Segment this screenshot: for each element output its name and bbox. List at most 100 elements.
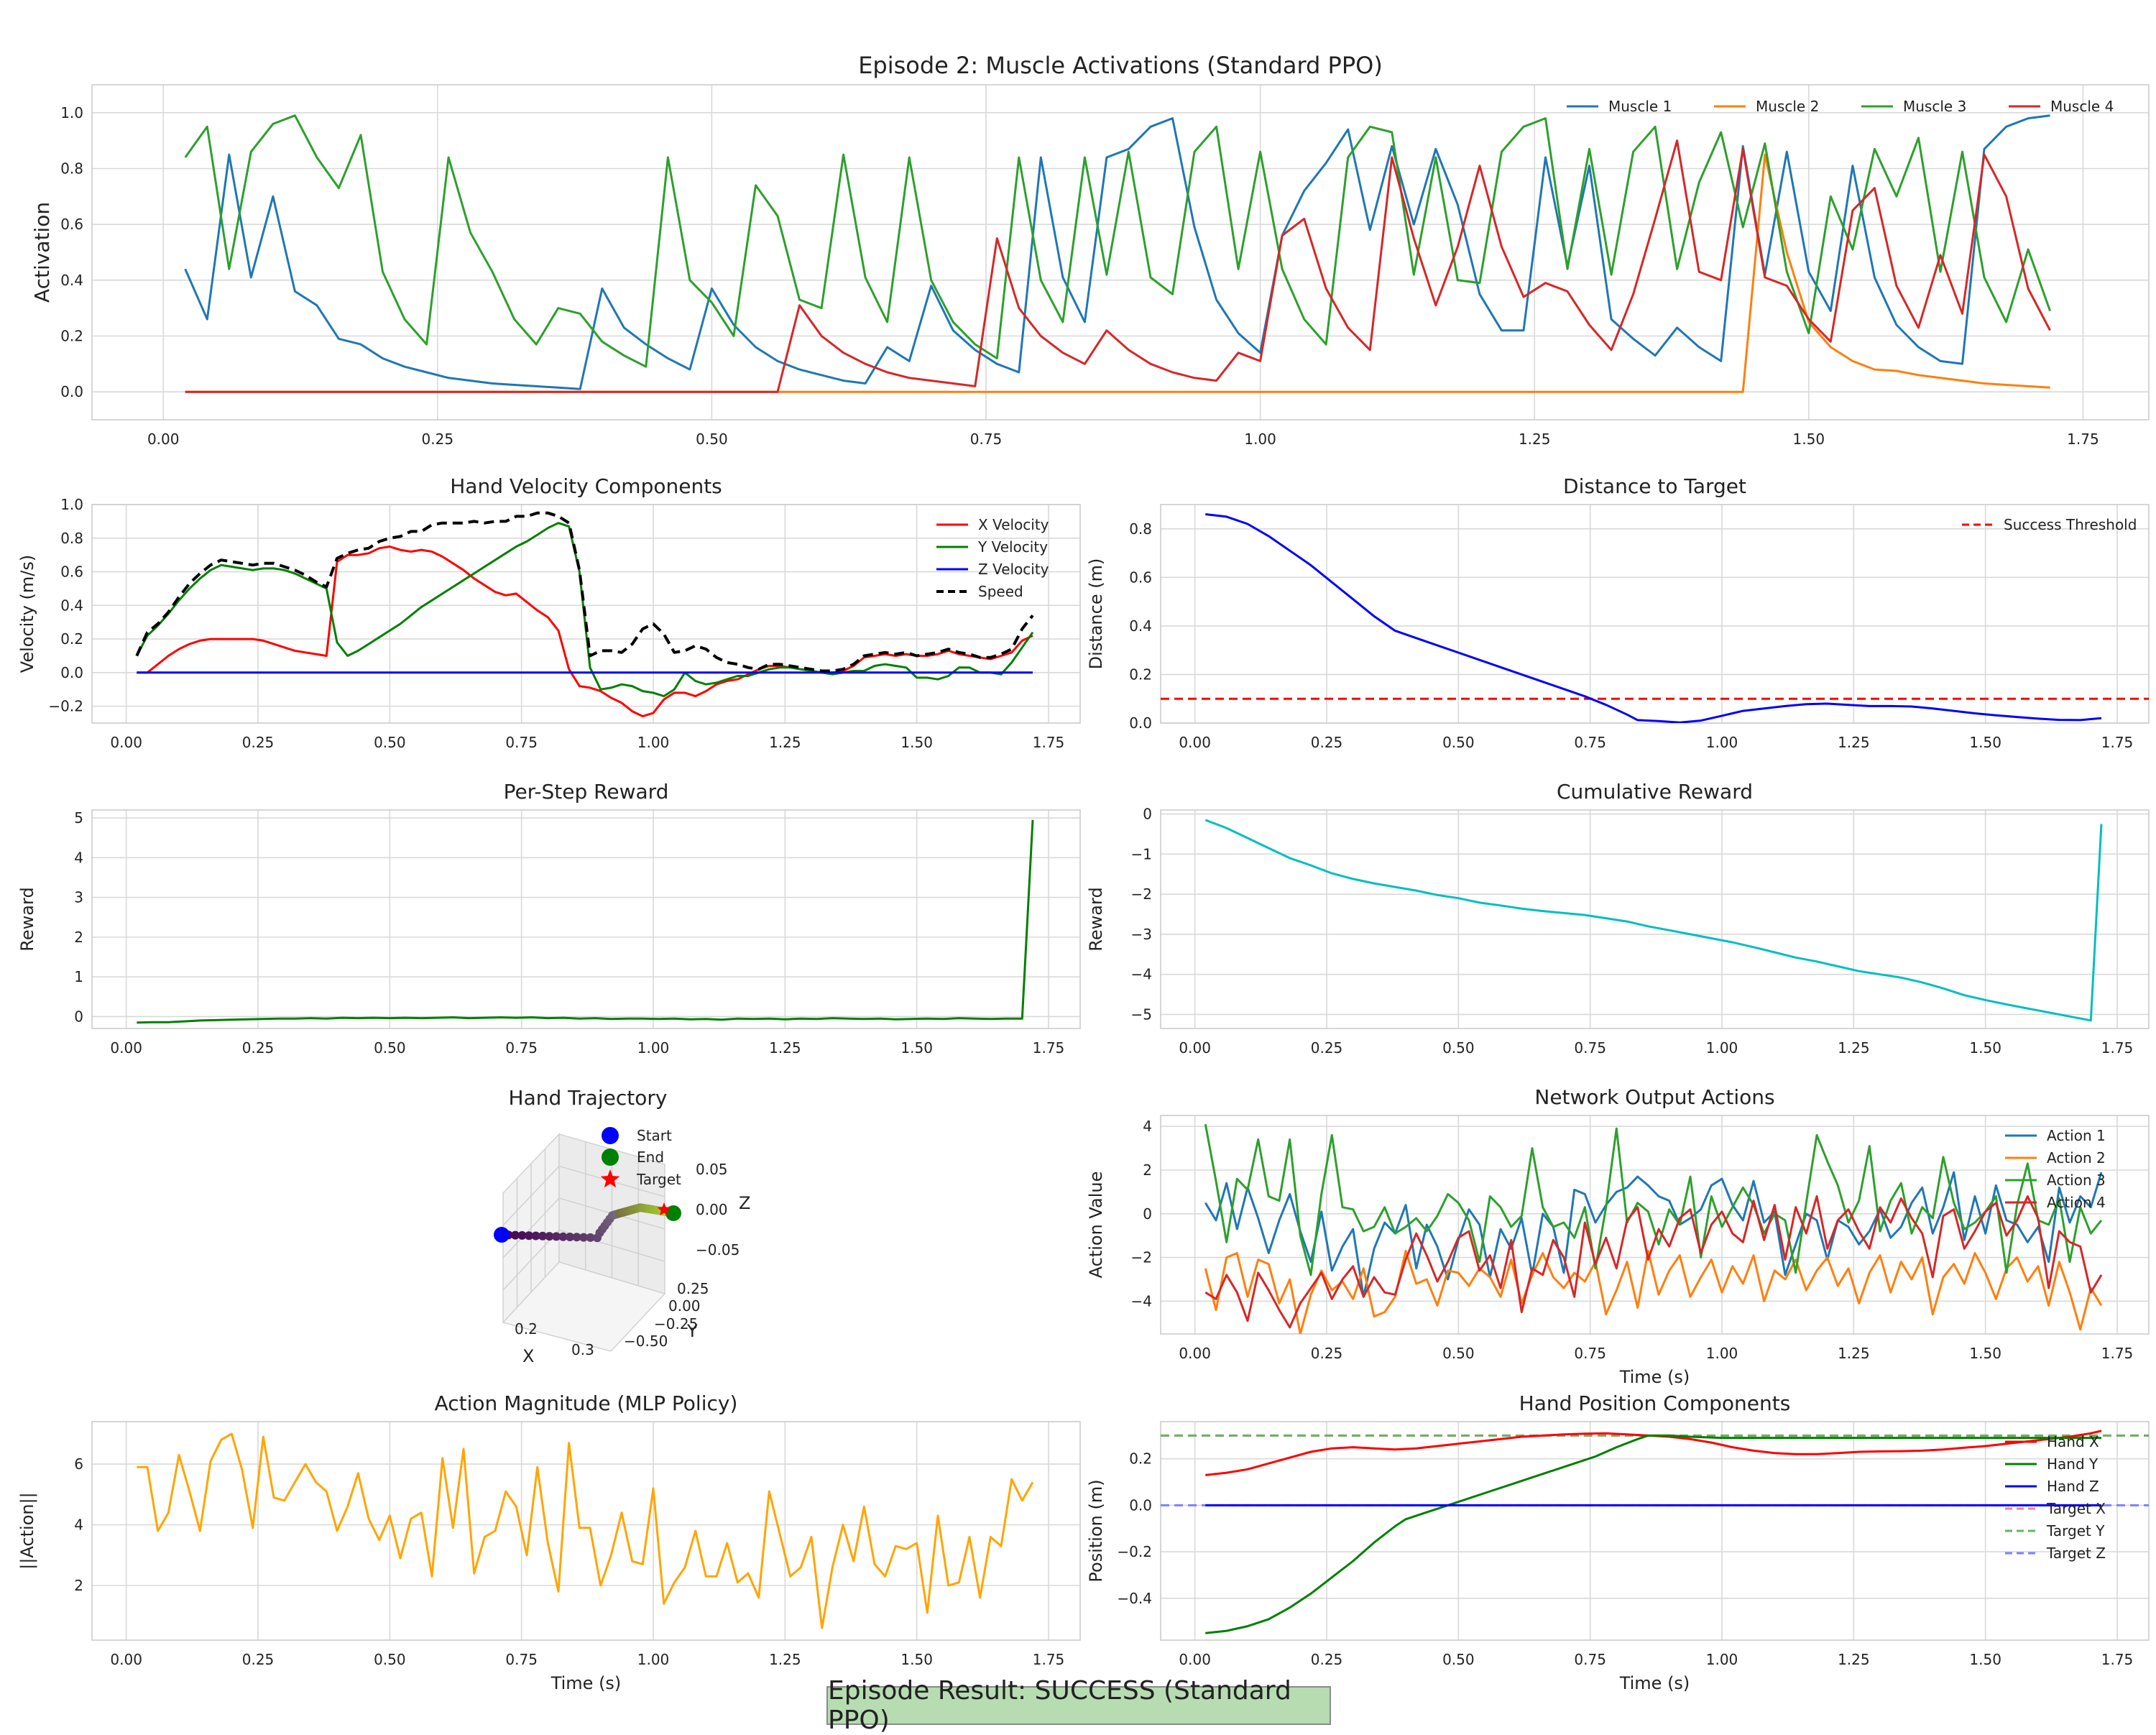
cumreward-ytick-label: −5	[1131, 1005, 1152, 1023]
distance-xtick-label: 1.00	[1706, 734, 1738, 751]
position-xlabel: Time (s)	[1619, 1673, 1690, 1693]
trajectory-ztick-label: 0.05	[696, 1161, 728, 1178]
position-ytick-label: −0.4	[1117, 1590, 1152, 1607]
cumreward-panel: 0.00 0.25 0.50 0.75 1.00 1.25 1.50 1.75 0 −1 −2 −3 −…	[1086, 780, 2150, 1057]
velocity-ylabel: Velocity (m/s)	[17, 555, 37, 673]
actions-xtick-label: 1.75	[2101, 1345, 2134, 1362]
velocity-ytick-label: 1.0	[60, 496, 83, 513]
actions-xtick-label: 0.75	[1574, 1345, 1606, 1362]
actions-xlabel: Time (s)	[1619, 1367, 1690, 1387]
velocity-ytick-label: −0.2	[48, 698, 83, 715]
velocity-legend: X Velocity Y Velocity Z Velocity Speed	[936, 516, 1049, 600]
distance-ytick-label: 0.0	[1129, 714, 1152, 732]
cumreward-xtick-label: 1.00	[1706, 1039, 1738, 1057]
trajectory-point	[517, 1230, 527, 1240]
reward-xtick-label: 0.75	[505, 1039, 538, 1057]
cumreward-grid	[1161, 810, 2149, 1028]
velocity-ytick-label: 0.0	[60, 664, 83, 681]
reward-plot-area	[137, 819, 1034, 1024]
legend-label: Hand Z	[2047, 1478, 2099, 1495]
legend-label: Muscle 1	[1608, 98, 1672, 115]
magnitude-xtick-label: 0.75	[505, 1651, 538, 1668]
velocity-ytick-label: 0.2	[60, 630, 83, 648]
series-line-action-3	[1204, 1123, 2103, 1276]
start-marker	[494, 1227, 510, 1243]
trajectory-pane-floor	[502, 1261, 666, 1352]
trajectory-point	[586, 1233, 595, 1242]
muscle-panel: 0.00 0.25 0.50 0.75 1.00 1.25 1.50 1.75 0.0 0.2 0.…	[30, 52, 2150, 448]
position-xtick-label: 0.75	[1574, 1651, 1606, 1668]
muscle-xtick-label: 1.50	[1793, 431, 1825, 448]
position-xtick-label: 1.25	[1838, 1651, 1870, 1668]
reward-xtick-label: 1.25	[769, 1039, 801, 1057]
episode-result-box: Episode Result: SUCCESS (Standard PPO)	[826, 1676, 1331, 1735]
trajectory-xlabel: X	[522, 1346, 534, 1366]
series-line-speed	[135, 511, 1034, 673]
legend-label: Hand X	[2047, 1433, 2099, 1450]
end-marker	[665, 1205, 681, 1221]
position-frame	[1160, 1421, 2150, 1641]
distance-ytick-label: 0.2	[1129, 666, 1152, 683]
position-xtick-label: 1.00	[1706, 1651, 1738, 1668]
trajectory-point	[511, 1230, 520, 1240]
trajectory-point	[538, 1231, 547, 1241]
muscle-plot-area	[184, 114, 2052, 393]
position-plot-area	[1161, 1430, 2149, 1634]
distance-ytick-label: 0.4	[1129, 617, 1152, 635]
reward-xtick-label: 1.75	[1033, 1039, 1065, 1057]
actions-ylabel: Action Value	[1086, 1172, 1106, 1279]
series-line-magnitude	[137, 1432, 1034, 1629]
actions-xtick-label: 1.25	[1838, 1345, 1870, 1362]
cumreward-ytick-label: −4	[1131, 966, 1152, 983]
reward-title: Per-Step Reward	[504, 780, 669, 804]
series-line-hand-y	[1205, 1434, 2101, 1634]
actions-ytick-label: 0	[1143, 1205, 1152, 1223]
magnitude-ytick-label: 4	[74, 1517, 83, 1534]
distance-xtick-label: 0.75	[1574, 734, 1606, 751]
reward-ytick-label: 1	[74, 968, 83, 985]
velocity-xtick-label: 1.50	[900, 734, 933, 751]
legend-star-icon	[600, 1169, 620, 1188]
reward-ytick-label: 4	[74, 849, 83, 866]
cumreward-xtick-label: 0.50	[1442, 1039, 1475, 1057]
distance-xtick-label: 0.25	[1311, 734, 1343, 751]
reward-xtick-label: 0.00	[110, 1039, 142, 1057]
series-line-muscle-2	[185, 153, 2050, 393]
trajectory-point	[579, 1233, 588, 1242]
legend-label: Target X	[2046, 1500, 2106, 1517]
reward-ytick-label: 5	[74, 809, 83, 827]
trajectory-ztick-label: 0.00	[696, 1201, 728, 1218]
cumreward-ytick-label: −2	[1131, 885, 1152, 903]
trajectory-title: Hand Trajectory	[509, 1086, 668, 1110]
distance-title: Distance to Target	[1563, 474, 1746, 498]
magnitude-plot-area	[137, 1432, 1034, 1629]
velocity-ytick-label: 0.4	[60, 597, 83, 614]
muscle-ytick-label: 0.6	[60, 216, 83, 233]
legend-label: Action 4	[2047, 1194, 2106, 1211]
muscle-xtick-label: 0.25	[422, 431, 454, 448]
trajectory-legend: Start End Target	[600, 1127, 681, 1188]
actions-xtick-label: 0.00	[1179, 1345, 1211, 1362]
actions-xtick-label: 1.50	[1969, 1345, 2001, 1362]
distance-legend: Success Threshold	[1962, 516, 2137, 533]
velocity-xtick-label: 0.25	[242, 734, 275, 751]
muscle-title: Episode 2: Muscle Activations (Standard …	[858, 52, 1383, 79]
magnitude-xtick-label: 1.75	[1033, 1651, 1065, 1668]
legend-label: Z Velocity	[978, 561, 1049, 578]
legend-label: Target Z	[2046, 1545, 2106, 1562]
distance-ytick-label: 0.6	[1129, 569, 1152, 586]
muscle-xtick-label: 1.75	[2067, 431, 2099, 448]
actions-ytick-label: 4	[1143, 1118, 1152, 1135]
legend-label: Hand Y	[2047, 1455, 2099, 1473]
position-xtick-label: 1.50	[1969, 1651, 2001, 1668]
trajectory-point	[566, 1233, 574, 1241]
reward-frame	[91, 809, 1081, 1029]
trajectory-axes-box	[502, 1133, 666, 1352]
velocity-panel: 0.00 0.25 0.50 0.75 1.00 1.25 1.50 1.75 −0.2 0.0 0…	[17, 474, 1081, 751]
cumreward-xtick-label: 1.75	[2101, 1039, 2134, 1057]
distance-plot-area	[1161, 513, 2149, 723]
cumreward-xtick-label: 0.25	[1311, 1039, 1343, 1057]
cumreward-ytick-label: −3	[1131, 926, 1152, 943]
series-line-distance	[1205, 513, 2102, 723]
actions-plot-area	[1204, 1123, 2103, 1334]
